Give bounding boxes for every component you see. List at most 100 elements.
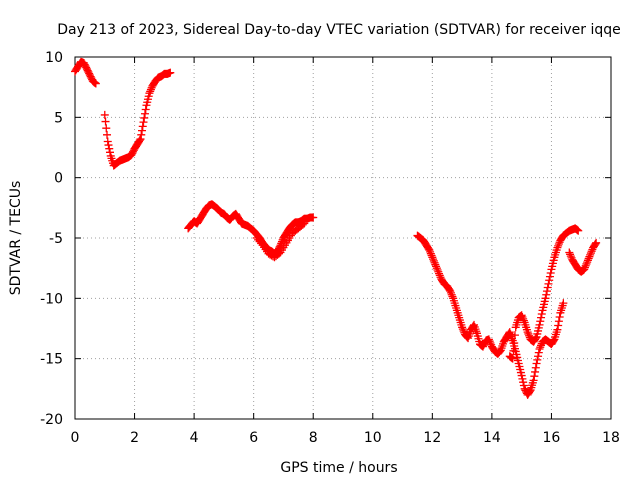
data-point — [519, 314, 528, 323]
data-point — [105, 148, 114, 157]
data-point — [510, 331, 519, 340]
y-tick-label: -15 — [40, 352, 63, 368]
data-point — [426, 249, 435, 258]
data-point — [486, 338, 495, 347]
x-tick-label: 2 — [130, 430, 139, 446]
x-tick-label: 0 — [71, 430, 80, 446]
chart-title: Day 213 of 2023, Sidereal Day-to-day VTE… — [57, 22, 621, 38]
data-point — [523, 328, 532, 337]
y-tick-label: 10 — [45, 50, 63, 66]
data-point — [138, 122, 147, 131]
data-point — [525, 387, 534, 396]
data-point — [298, 220, 307, 229]
y-tick-label: 5 — [54, 110, 63, 126]
data-point — [583, 258, 592, 267]
data-point — [429, 255, 438, 264]
data-point — [433, 265, 442, 274]
data-point — [146, 87, 155, 96]
data-point — [446, 288, 455, 297]
data-point — [535, 345, 544, 354]
data-point — [531, 367, 540, 376]
data-point — [431, 260, 440, 269]
data-point — [535, 320, 544, 329]
data-point — [531, 363, 540, 372]
data-point — [553, 243, 562, 252]
series-segment-2-lower — [252, 219, 309, 262]
data-point — [104, 141, 113, 150]
series-segment-1 — [71, 57, 175, 170]
data-point — [536, 343, 545, 352]
data-point — [300, 219, 309, 228]
data-point — [542, 290, 551, 299]
data-point — [435, 271, 444, 280]
y-tick-label: 0 — [54, 171, 63, 187]
data-point — [509, 346, 518, 355]
data-point — [432, 262, 441, 271]
data-point — [484, 335, 493, 344]
data-point — [585, 252, 594, 261]
data-point — [537, 341, 546, 350]
axis-ticks: 0 2 4 6 8 10 12 14 16 18 -20 -15 -10 -5 0 5 10 — [40, 50, 620, 446]
data-point — [429, 256, 438, 265]
data-point — [554, 317, 563, 326]
data-point — [530, 372, 539, 381]
x-tick-label: 18 — [602, 430, 620, 446]
data-point — [138, 126, 146, 135]
data-point — [519, 381, 528, 390]
data-point — [485, 337, 494, 346]
data-point — [518, 313, 527, 322]
data-point — [566, 250, 575, 259]
data-point — [458, 325, 467, 334]
data-point — [529, 376, 538, 385]
y-tick-label: -10 — [40, 291, 63, 307]
series-segment-3-upper — [505, 224, 583, 363]
data-point — [139, 118, 148, 127]
data-point — [532, 359, 541, 368]
y-tick-label: -5 — [49, 231, 63, 247]
x-tick-label: 14 — [483, 430, 501, 446]
data-point — [580, 263, 589, 272]
data-point — [146, 85, 155, 94]
data-point — [592, 238, 601, 247]
data-point — [432, 264, 441, 273]
data-point — [531, 334, 540, 343]
data-point — [435, 269, 444, 278]
data-point — [537, 310, 546, 319]
data-points — [71, 57, 601, 399]
data-point — [426, 247, 435, 256]
data-point — [519, 378, 528, 387]
data-point — [586, 249, 595, 258]
data-point — [586, 250, 595, 259]
data-point — [559, 299, 568, 308]
data-point — [534, 348, 543, 357]
data-point — [591, 240, 600, 249]
data-point — [525, 331, 534, 340]
data-point — [543, 283, 552, 292]
data-point — [137, 130, 146, 139]
series-segment-3 — [413, 231, 568, 399]
data-point — [103, 137, 112, 146]
data-point — [100, 110, 109, 119]
data-point — [448, 292, 457, 301]
x-tick-label: 8 — [309, 430, 318, 446]
data-point — [140, 113, 149, 122]
data-point — [519, 316, 528, 325]
data-point — [459, 326, 468, 335]
data-point — [425, 246, 434, 255]
data-point — [581, 261, 590, 270]
data-point — [140, 109, 149, 118]
data-point — [584, 254, 593, 263]
data-point — [447, 290, 456, 299]
x-tick-label: 10 — [364, 430, 382, 446]
y-axis-label: SDTVAR / TECUs — [8, 181, 24, 296]
data-point — [430, 258, 439, 267]
data-point — [566, 252, 575, 261]
data-point — [549, 336, 558, 345]
data-point — [555, 313, 564, 322]
data-point — [524, 329, 533, 338]
data-point — [542, 287, 551, 296]
data-point — [145, 89, 154, 98]
data-point — [544, 279, 553, 288]
data-point — [141, 105, 150, 114]
